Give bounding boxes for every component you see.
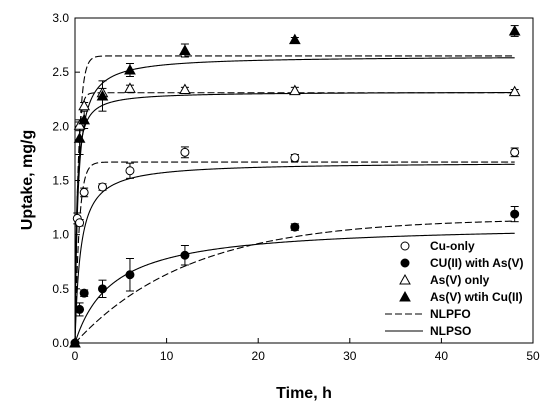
cu-only-point: [79, 187, 89, 197]
as-v-only-point: [124, 82, 136, 93]
legend-label-cu-ii-with-as-v: CU(II) with As(V): [430, 256, 524, 270]
x-axis-title: Time, h: [276, 385, 332, 402]
axis-ticks: 0 10 20 30 40 50 0.0 0.5 1.0 1.5 2.0 2.5 3.0: [52, 11, 540, 363]
x-tick-label: 50: [526, 349, 540, 363]
y-axis-title: Uptake, mg/g: [19, 130, 36, 230]
cu-ii-with-as-v-point: [125, 270, 135, 280]
legend-marker-cu-ii-with-as-v: [400, 258, 410, 268]
cu-only-point: [510, 147, 520, 157]
y-tick-label: 2.5: [52, 65, 69, 79]
cu-only-point: [290, 153, 300, 163]
cu-only-point: [180, 147, 190, 157]
legend-marker-cu-only: [400, 241, 410, 251]
as-v-only-point: [73, 119, 86, 130]
as-v-wtih-cu-ii-point: [179, 44, 191, 55]
cu-only-point: [97, 182, 107, 192]
nlpso-fit-line: [74, 163, 515, 343]
as-v-wtih-cu-ii-point: [96, 89, 109, 101]
x-tick-label: 10: [160, 349, 174, 363]
cu-ii-with-as-v-point: [290, 222, 300, 232]
as-v-only-point: [179, 83, 191, 94]
cu-ii-with-as-v-point: [75, 304, 85, 314]
y-tick-label: 2.0: [52, 119, 69, 133]
as-v-wtih-cu-ii-point: [78, 113, 91, 125]
as-v-only-point: [78, 99, 91, 111]
y-tick-label: 1.0: [52, 228, 69, 242]
as-v-wtih-cu-ii-point: [69, 336, 81, 348]
y-tick-label: 1.5: [52, 174, 69, 188]
as-v-only-point: [508, 85, 521, 97]
y-tick-label: 3.0: [52, 11, 69, 25]
nlpfo-fit-line: [74, 92, 515, 343]
cu-ii-with-as-v-point: [510, 209, 520, 219]
cu-ii-with-as-v-point: [180, 250, 190, 260]
as-v-wtih-cu-ii-point: [288, 33, 301, 45]
data-markers: [69, 24, 521, 348]
nlpfo-fit-line: [74, 161, 515, 343]
nlpfo-fit-line: [74, 220, 515, 344]
cu-ii-with-as-v-point: [97, 284, 107, 294]
nlpso-fit-line: [74, 92, 515, 343]
legend: Cu-only CU(II) with As(V) As(V) only As(V) …: [385, 239, 524, 338]
x-tick-label: 20: [252, 349, 266, 363]
cu-only-point: [125, 166, 135, 176]
legend-label-nlpso: NLPSO: [430, 324, 471, 338]
cu-ii-with-as-v-point: [79, 288, 89, 298]
as-v-only-point: [288, 84, 301, 96]
x-tick-label: 30: [343, 349, 357, 363]
legend-label-nlpfo: NLPFO: [430, 307, 471, 321]
legend-label-as-v-wtih-cu-ii: As(V) wtih Cu(II): [430, 290, 523, 304]
legend-label-cu-only: Cu-only: [430, 239, 475, 253]
legend-marker-as-v-wtih-cu-ii: [399, 290, 411, 302]
x-tick-label: 0: [72, 349, 79, 363]
nlpfo-fit-line: [74, 55, 515, 343]
legend-marker-as-v-only: [399, 273, 411, 285]
as-v-wtih-cu-ii-point: [124, 63, 136, 75]
x-tick-label: 40: [435, 349, 449, 363]
y-tick-label: 0.0: [52, 336, 69, 350]
legend-label-as-v-only: As(V) only: [430, 273, 490, 287]
y-tick-label: 0.5: [52, 282, 69, 296]
as-v-wtih-cu-ii-point: [73, 132, 86, 143]
cu-only-point: [75, 218, 85, 228]
as-v-wtih-cu-ii-point: [508, 24, 521, 36]
